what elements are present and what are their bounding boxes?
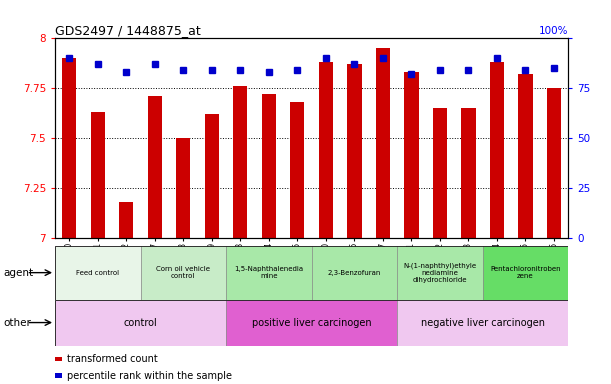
Bar: [376, 48, 390, 238]
Bar: [62, 58, 76, 238]
Bar: [312, 246, 397, 300]
Text: control: control: [123, 318, 158, 328]
Text: Pentachloronitroben
zene: Pentachloronitroben zene: [490, 266, 561, 279]
Bar: [226, 246, 312, 300]
Bar: [176, 138, 191, 238]
Bar: [347, 65, 362, 238]
Bar: [397, 300, 568, 346]
Text: 2,3-Benzofuran: 2,3-Benzofuran: [327, 270, 381, 276]
Bar: [55, 246, 141, 300]
Text: percentile rank within the sample: percentile rank within the sample: [67, 371, 232, 381]
Text: GDS2497 / 1448875_at: GDS2497 / 1448875_at: [55, 24, 201, 37]
Text: Feed control: Feed control: [76, 270, 119, 276]
Bar: [55, 300, 226, 346]
Text: Corn oil vehicle
control: Corn oil vehicle control: [156, 266, 210, 279]
Text: transformed count: transformed count: [67, 354, 158, 364]
Bar: [226, 300, 397, 346]
Bar: [233, 86, 247, 238]
Text: N-(1-naphthyl)ethyle
nediamine
dihydrochloride: N-(1-naphthyl)ethyle nediamine dihydroch…: [403, 262, 477, 283]
Text: agent: agent: [3, 268, 33, 278]
Bar: [90, 112, 105, 238]
Bar: [404, 72, 419, 238]
Bar: [490, 62, 504, 238]
Bar: [290, 102, 304, 238]
Text: positive liver carcinogen: positive liver carcinogen: [252, 318, 371, 328]
Bar: [397, 246, 483, 300]
Text: 1,5-Naphthalenedia
mine: 1,5-Naphthalenedia mine: [234, 266, 304, 279]
Text: negative liver carcinogen: negative liver carcinogen: [421, 318, 544, 328]
Bar: [262, 94, 276, 238]
Bar: [433, 108, 447, 238]
Bar: [148, 96, 162, 238]
Bar: [141, 246, 226, 300]
Bar: [319, 62, 333, 238]
Bar: [205, 114, 219, 238]
Bar: [119, 202, 133, 238]
Bar: [518, 74, 533, 238]
Bar: [461, 108, 475, 238]
Bar: [547, 88, 561, 238]
Text: 100%: 100%: [539, 26, 568, 36]
Text: other: other: [3, 318, 31, 328]
Bar: [483, 246, 568, 300]
